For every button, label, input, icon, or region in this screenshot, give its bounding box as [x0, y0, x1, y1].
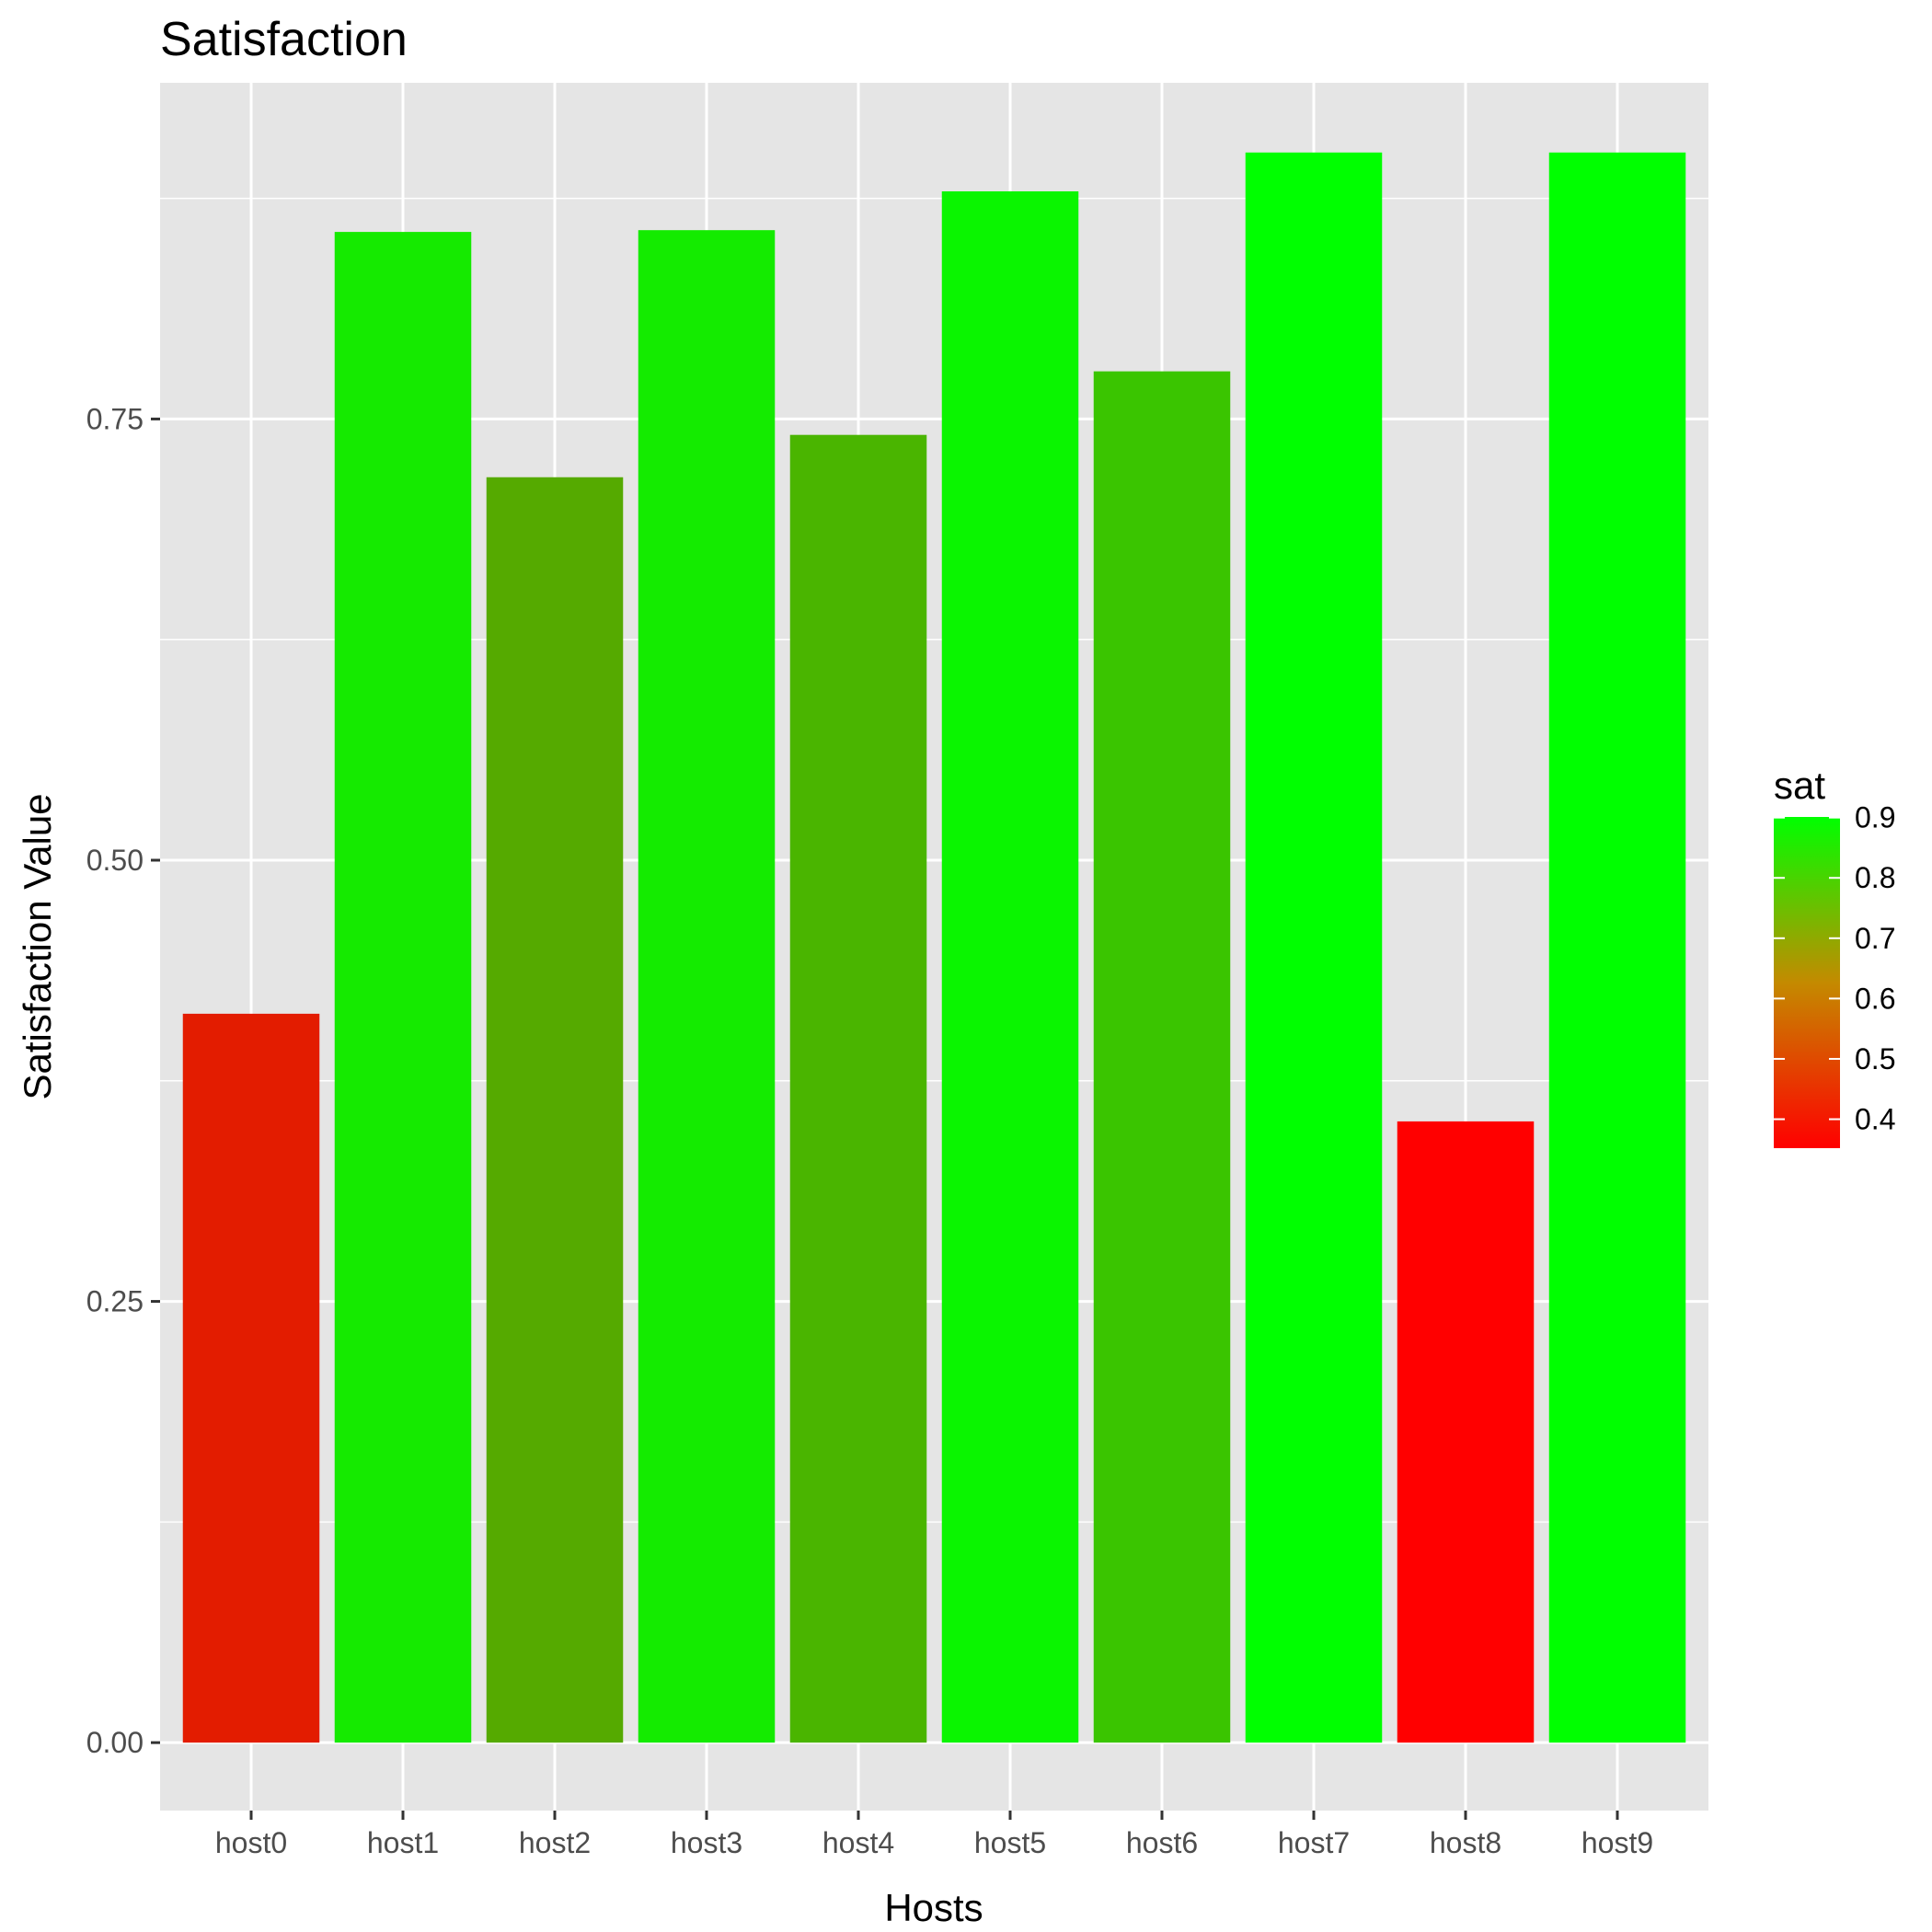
bar-host8: [1397, 1121, 1535, 1743]
bar-host4: [789, 434, 927, 1743]
x-tick-label: host2: [519, 1826, 591, 1859]
x-axis-title: Hosts: [884, 1886, 983, 1929]
y-tick-label: 0.25: [86, 1285, 144, 1318]
bar-host3: [638, 230, 776, 1743]
legend-tick-label: 0.5: [1855, 1042, 1895, 1075]
x-tick-label: host3: [671, 1826, 742, 1859]
legend-tick-label: 0.8: [1855, 861, 1895, 894]
legend-tick-label: 0.6: [1855, 982, 1895, 1015]
legend-tick-label: 0.9: [1855, 801, 1895, 834]
x-tick-label: host7: [1278, 1826, 1350, 1859]
x-tick-label: host9: [1581, 1826, 1653, 1859]
legend-tick-label: 0.4: [1855, 1103, 1895, 1136]
legend-tick-label: 0.7: [1855, 922, 1895, 955]
bar-host6: [1093, 371, 1231, 1743]
y-axis-title: Satisfaction Value: [16, 793, 59, 1099]
bar-host1: [334, 232, 472, 1743]
x-tick-label: host0: [215, 1826, 287, 1859]
bar-host9: [1548, 152, 1686, 1743]
color-legend: sat 0.4 0.5 0.6 0.7 0.8 0.9: [1774, 764, 1895, 1148]
x-tick-label: host6: [1126, 1826, 1198, 1859]
x-tick-label: host1: [367, 1826, 439, 1859]
legend-title: sat: [1774, 764, 1825, 807]
x-tick-label: host4: [822, 1826, 894, 1859]
legend-colorbar: [1774, 817, 1840, 1148]
y-tick-label: 0.50: [86, 844, 144, 877]
bars: [182, 152, 1686, 1743]
y-axis: 0.00 0.25 0.50 0.75: [86, 402, 160, 1759]
x-tick-label: host5: [974, 1826, 1046, 1859]
y-tick-label: 0.75: [86, 402, 144, 435]
legend-ticks: 0.4 0.5 0.6 0.7 0.8 0.9: [1774, 801, 1895, 1136]
x-tick-label: host8: [1430, 1826, 1501, 1859]
chart-title: Satisfaction: [160, 13, 408, 66]
bar-host7: [1245, 152, 1383, 1743]
x-axis: host0 host1 host2 host3 host4 host5 host6 host7…: [215, 1811, 1653, 1859]
bar-host5: [941, 190, 1079, 1743]
bar-host0: [182, 1013, 320, 1743]
y-tick-label: 0.00: [86, 1726, 144, 1759]
bar-host2: [486, 477, 624, 1743]
